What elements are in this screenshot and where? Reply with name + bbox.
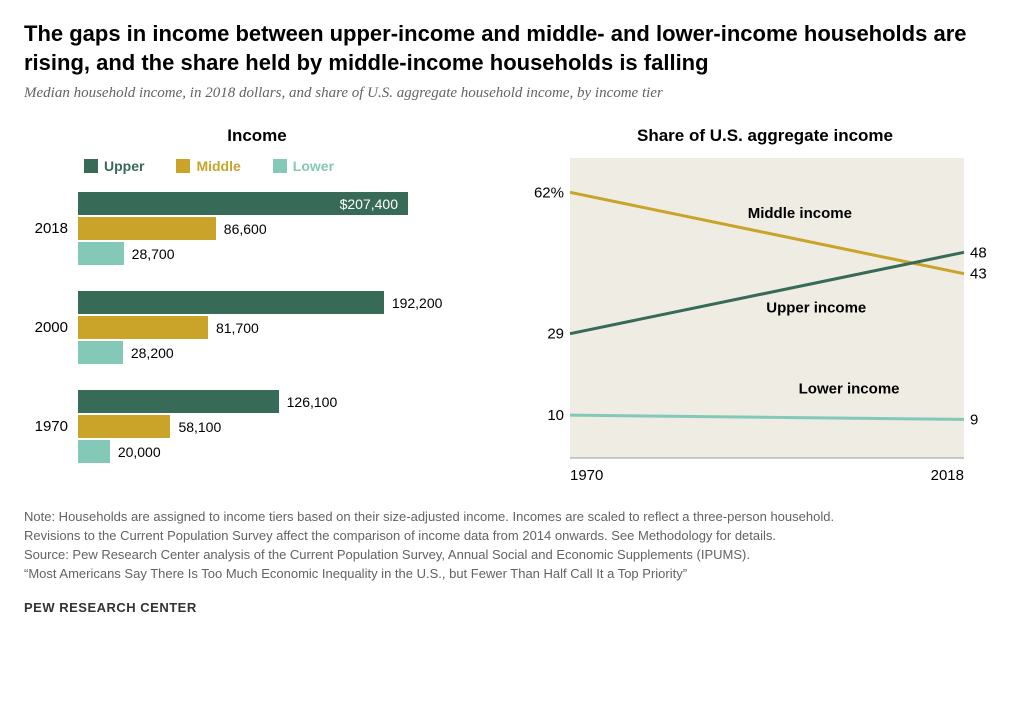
legend-item: Lower xyxy=(273,158,334,174)
series-value-label: 43 xyxy=(970,266,987,283)
series-value-label: 10 xyxy=(547,407,564,424)
bar-value-label: 20,000 xyxy=(110,444,161,460)
legend-swatch xyxy=(84,159,98,173)
bars-wrap: 192,200 81,700 28,200 xyxy=(78,291,490,364)
bar-group: 2000 192,200 81,700 28,200 xyxy=(24,291,490,364)
bar xyxy=(78,291,384,314)
note-line: Revisions to the Current Population Surv… xyxy=(24,527,1000,546)
bar-row: 28,200 xyxy=(78,341,490,364)
bar xyxy=(78,440,110,463)
bar-row: 28,700 xyxy=(78,242,490,265)
bar-value-label: 192,200 xyxy=(384,295,443,311)
legend-label: Upper xyxy=(104,158,144,174)
footnote: Note: Households are assigned to income … xyxy=(24,508,1000,583)
bar xyxy=(78,316,208,339)
line-chart-wrap: 62% 43 Middle income 29 48 Upper income 10 9 Low… xyxy=(530,158,1000,488)
bar xyxy=(78,341,123,364)
x-tick-label: 2018 xyxy=(931,467,964,484)
bar-value-label: 28,700 xyxy=(124,246,175,262)
chart-title: The gaps in income between upper-income … xyxy=(24,20,1000,77)
series-value-label: 29 xyxy=(547,326,564,343)
bar-row: 126,100 xyxy=(78,390,490,413)
bar-year-label: 1970 xyxy=(24,418,78,435)
bar-value-label: 126,100 xyxy=(279,394,338,410)
bar-value-label: 58,100 xyxy=(170,419,221,435)
line-chart-title: Share of U.S. aggregate income xyxy=(530,126,1000,146)
line-chart-svg: 62% 43 Middle income 29 48 Upper income 10 9 Low… xyxy=(530,158,1000,488)
series-value-label: 48 xyxy=(970,244,987,261)
series-name-label: Upper income xyxy=(766,299,866,316)
bar-year-label: 2018 xyxy=(24,220,78,237)
bar-group: 2018 $207,400 86,600 28,700 xyxy=(24,192,490,265)
note-line: Source: Pew Research Center analysis of … xyxy=(24,546,1000,565)
bar-row: 192,200 xyxy=(78,291,490,314)
series-value-label: 9 xyxy=(970,412,978,429)
bar-year-label: 2000 xyxy=(24,319,78,336)
bar-value-label: 86,600 xyxy=(216,221,267,237)
brand-label: PEW RESEARCH CENTER xyxy=(24,600,1000,615)
bar xyxy=(78,390,279,413)
bar-value-label: 28,200 xyxy=(123,345,174,361)
bar xyxy=(78,217,216,240)
bar xyxy=(78,242,124,265)
legend-item: Middle xyxy=(176,158,240,174)
x-tick-label: 1970 xyxy=(570,467,603,484)
legend-label: Lower xyxy=(293,158,334,174)
bar-group: 1970 126,100 58,100 20,000 xyxy=(24,390,490,463)
bar-row: 20,000 xyxy=(78,440,490,463)
series-name-label: Lower income xyxy=(799,381,900,398)
note-line: “Most Americans Say There Is Too Much Ec… xyxy=(24,565,1000,584)
series-name-label: Middle income xyxy=(748,205,852,222)
bar-row: 81,700 xyxy=(78,316,490,339)
bar-row: 86,600 xyxy=(78,217,490,240)
legend-label: Middle xyxy=(196,158,240,174)
bar: $207,400 xyxy=(78,192,408,215)
bar-value-label: 81,700 xyxy=(208,320,259,336)
legend-swatch xyxy=(176,159,190,173)
bar-chart-legend: Upper Middle Lower xyxy=(24,158,490,174)
bars-wrap: $207,400 86,600 28,700 xyxy=(78,192,490,265)
bar-row: $207,400 xyxy=(78,192,490,215)
bar xyxy=(78,415,170,438)
bar-groups: 2018 $207,400 86,600 28,700 2000 192,200 81,70… xyxy=(24,192,490,463)
line-chart-column: Share of U.S. aggregate income 62% 43 Midd… xyxy=(530,126,1000,488)
bars-wrap: 126,100 58,100 20,000 xyxy=(78,390,490,463)
bar-value-label: $207,400 xyxy=(340,196,408,212)
legend-swatch xyxy=(273,159,287,173)
charts-row: Income Upper Middle Lower 2018 $207,400 86,6… xyxy=(24,126,1000,488)
chart-subtitle: Median household income, in 2018 dollars… xyxy=(24,85,1000,102)
series-value-label: 62% xyxy=(534,184,564,201)
bar-row: 58,100 xyxy=(78,415,490,438)
legend-item: Upper xyxy=(84,158,144,174)
note-line: Note: Households are assigned to income … xyxy=(24,508,1000,527)
bar-chart-title: Income xyxy=(24,126,490,146)
bar-chart-column: Income Upper Middle Lower 2018 $207,400 86,6… xyxy=(24,126,490,488)
